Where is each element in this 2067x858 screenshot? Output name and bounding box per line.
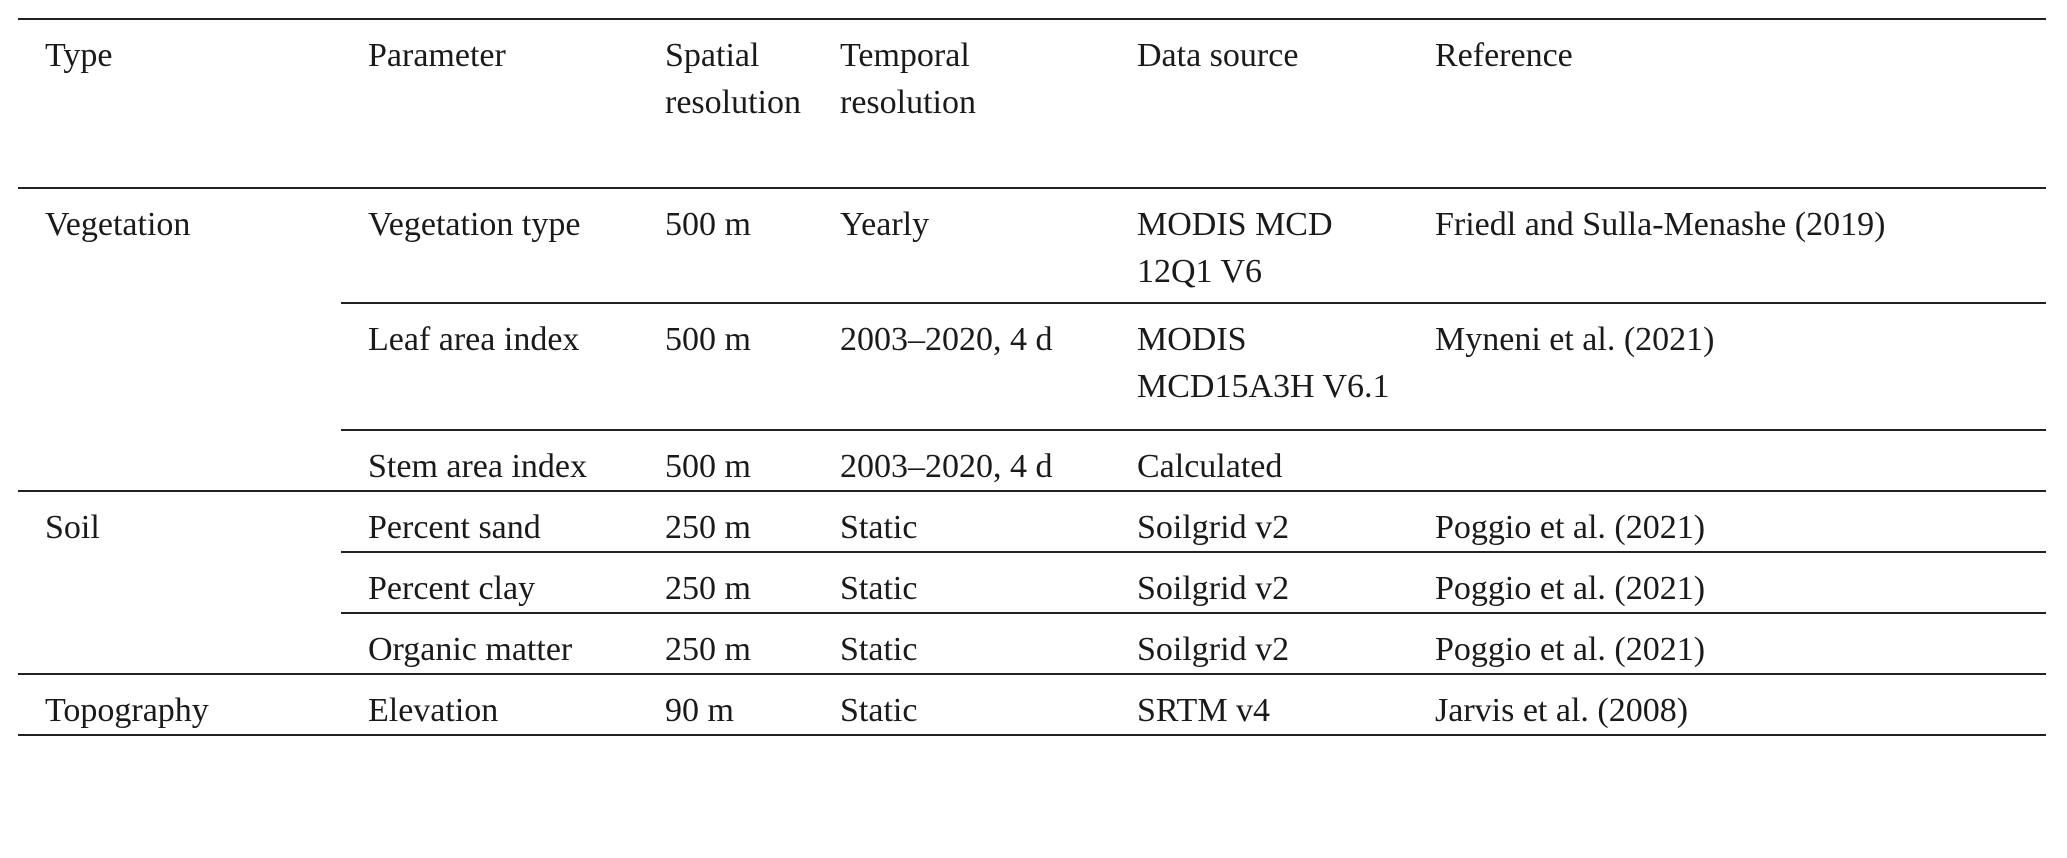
temporal-cell: Static — [813, 673, 1110, 736]
header-cell: Spatial resolution — [665, 37, 801, 121]
table-row: Stem area index 500 m 2003–2020, 4 d Calcul… — [18, 429, 2046, 491]
header-cell: Reference — [1435, 37, 1573, 74]
spatial-cell: 90 m — [638, 673, 813, 736]
type-cell: Vegetation — [18, 187, 341, 491]
table-row: Leaf area index 500 m 2003–2020, 4 d MODIS … — [18, 302, 2046, 430]
header-cell: Temporal resolution — [840, 37, 976, 121]
temporal-cell: 2003–2020, 4 d — [813, 429, 1110, 491]
parameter-cell: Percent clay — [341, 551, 638, 613]
temporal-cell: Static — [813, 551, 1110, 613]
source-cell: MODIS MCD 12Q1 V6 — [1110, 187, 1408, 303]
spatial-cell: 250 m — [638, 551, 813, 613]
reference-cell: Poggio et al. (2021) — [1408, 612, 2046, 674]
parameter-cell: Percent sand — [341, 490, 638, 552]
type-cell: Soil — [18, 490, 341, 674]
source-cell: Soilgrid v2 — [1110, 490, 1408, 552]
spatial-cell: 500 m — [638, 187, 813, 303]
reference-cell: Friedl and Sulla-Menashe (2019) — [1408, 187, 2046, 303]
temporal-cell: 2003–2020, 4 d — [813, 302, 1110, 430]
temporal-cell: Static — [813, 612, 1110, 674]
parameter-cell: Vegetation type — [341, 187, 638, 303]
header-cell: Parameter — [368, 37, 506, 74]
reference-cell: Poggio et al. (2021) — [1408, 490, 2046, 552]
spatial-cell: 250 m — [638, 612, 813, 674]
reference-cell: Myneni et al. (2021) — [1408, 302, 2046, 430]
reference-cell: Jarvis et al. (2008) — [1408, 673, 2046, 736]
type-cell: Topography — [18, 673, 341, 736]
source-cell: Calculated — [1110, 429, 1408, 491]
parameter-cell: Stem area index — [341, 429, 638, 491]
table-row: Vegetation Vegetation type 500 m Yearly MODI… — [18, 187, 2046, 491]
source-cell: MODIS MCD15A3H V6.1 — [1110, 302, 1408, 430]
source-cell: Soilgrid v2 — [1110, 612, 1408, 674]
spatial-cell: 250 m — [638, 490, 813, 552]
table-row: Soil Percent sand 250 m Static Soilgrid v2 Po… — [18, 490, 2046, 674]
empty-cell — [1408, 429, 2046, 491]
source-cell: SRTM v4 — [1110, 673, 1408, 736]
temporal-cell: Static — [813, 490, 1110, 552]
temporal-cell: Yearly — [813, 187, 1110, 303]
spatial-cell: 500 m — [638, 302, 813, 430]
header-cell: Data source — [1137, 37, 1299, 74]
table-row: Topography Elevation 90 m Static SRTM v4 Jarv… — [18, 673, 2046, 736]
header-row: Type Parameter Spatial resolution Temporal … — [18, 19, 2046, 188]
spatial-cell: 500 m — [638, 429, 813, 491]
table-row: Organic matter 250 m Static Soilgrid v2 Pogg… — [18, 612, 2046, 674]
reference-cell: Poggio et al. (2021) — [1408, 551, 2046, 613]
data-table: Type Parameter Spatial resolution Temporal … — [18, 18, 2046, 736]
parameter-cell: Elevation — [341, 673, 638, 736]
table-row: Percent clay 250 m Static Soilgrid v2 Poggio… — [18, 551, 2046, 613]
parameter-cell: Leaf area index — [341, 302, 638, 430]
header-cell: Type — [45, 37, 113, 74]
parameter-cell: Organic matter — [341, 612, 638, 674]
source-cell: Soilgrid v2 — [1110, 551, 1408, 613]
